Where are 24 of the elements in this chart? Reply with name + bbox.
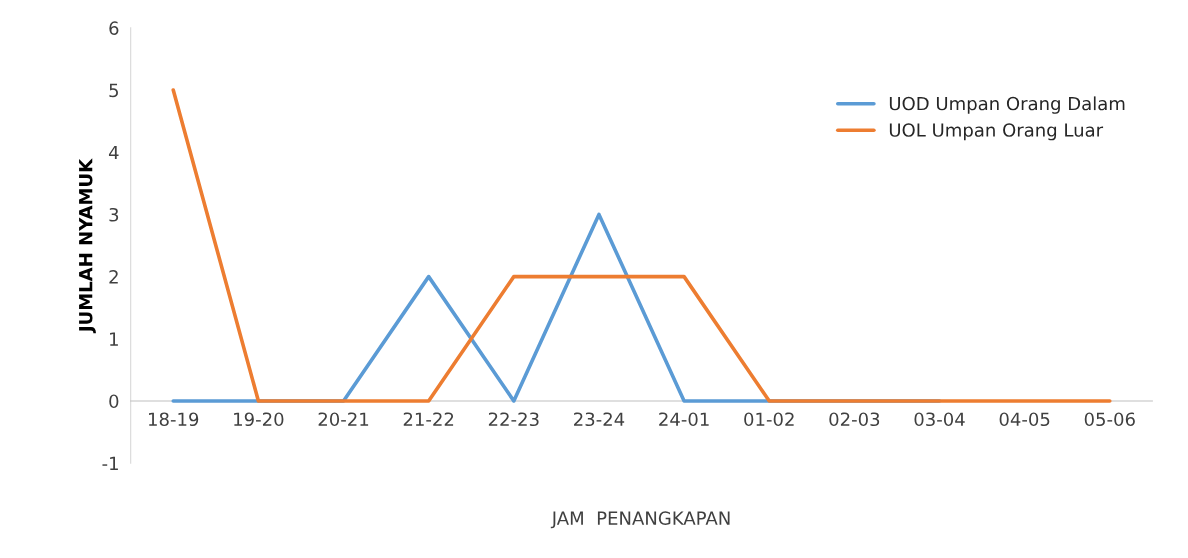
x-tick-label: 05-06 [1084,412,1135,427]
x-tick-label: 19-20 [234,412,284,427]
y-tick-label: 6 [109,21,119,36]
legend-label: UOL Umpan Orang Luar [889,123,1104,141]
y-tick-label: 0 [109,394,119,409]
y-tick-label: 2 [109,270,118,284]
x-axis-title: JAM PENANGKAPAN [550,511,730,529]
y-tick-label: -1 [102,456,118,470]
y-axis-title: JUMLAH NYAMUK [79,158,96,334]
x-tick-label: 23-24 [574,412,625,427]
x-tick-label: 21-22 [403,412,454,426]
x-tick-label: 22-23 [488,412,539,427]
legend-label: UOD Umpan Orang Dalam [889,96,1125,114]
x-tick-label: 04-05 [999,412,1050,427]
y-tick-label: 4 [108,145,119,160]
y-tick-label: 1 [110,332,118,346]
x-tick-label: 01-02 [744,412,794,427]
x-tick-label: 20-21 [318,412,369,427]
x-tick-label: 02-03 [829,412,880,427]
x-tick-label: 18-19 [149,412,199,427]
y-tick-label: 5 [109,83,118,98]
x-tick-label: 03-04 [914,412,965,427]
x-tick-label: 24-01 [659,412,709,427]
y-tick-label: 3 [109,207,119,222]
